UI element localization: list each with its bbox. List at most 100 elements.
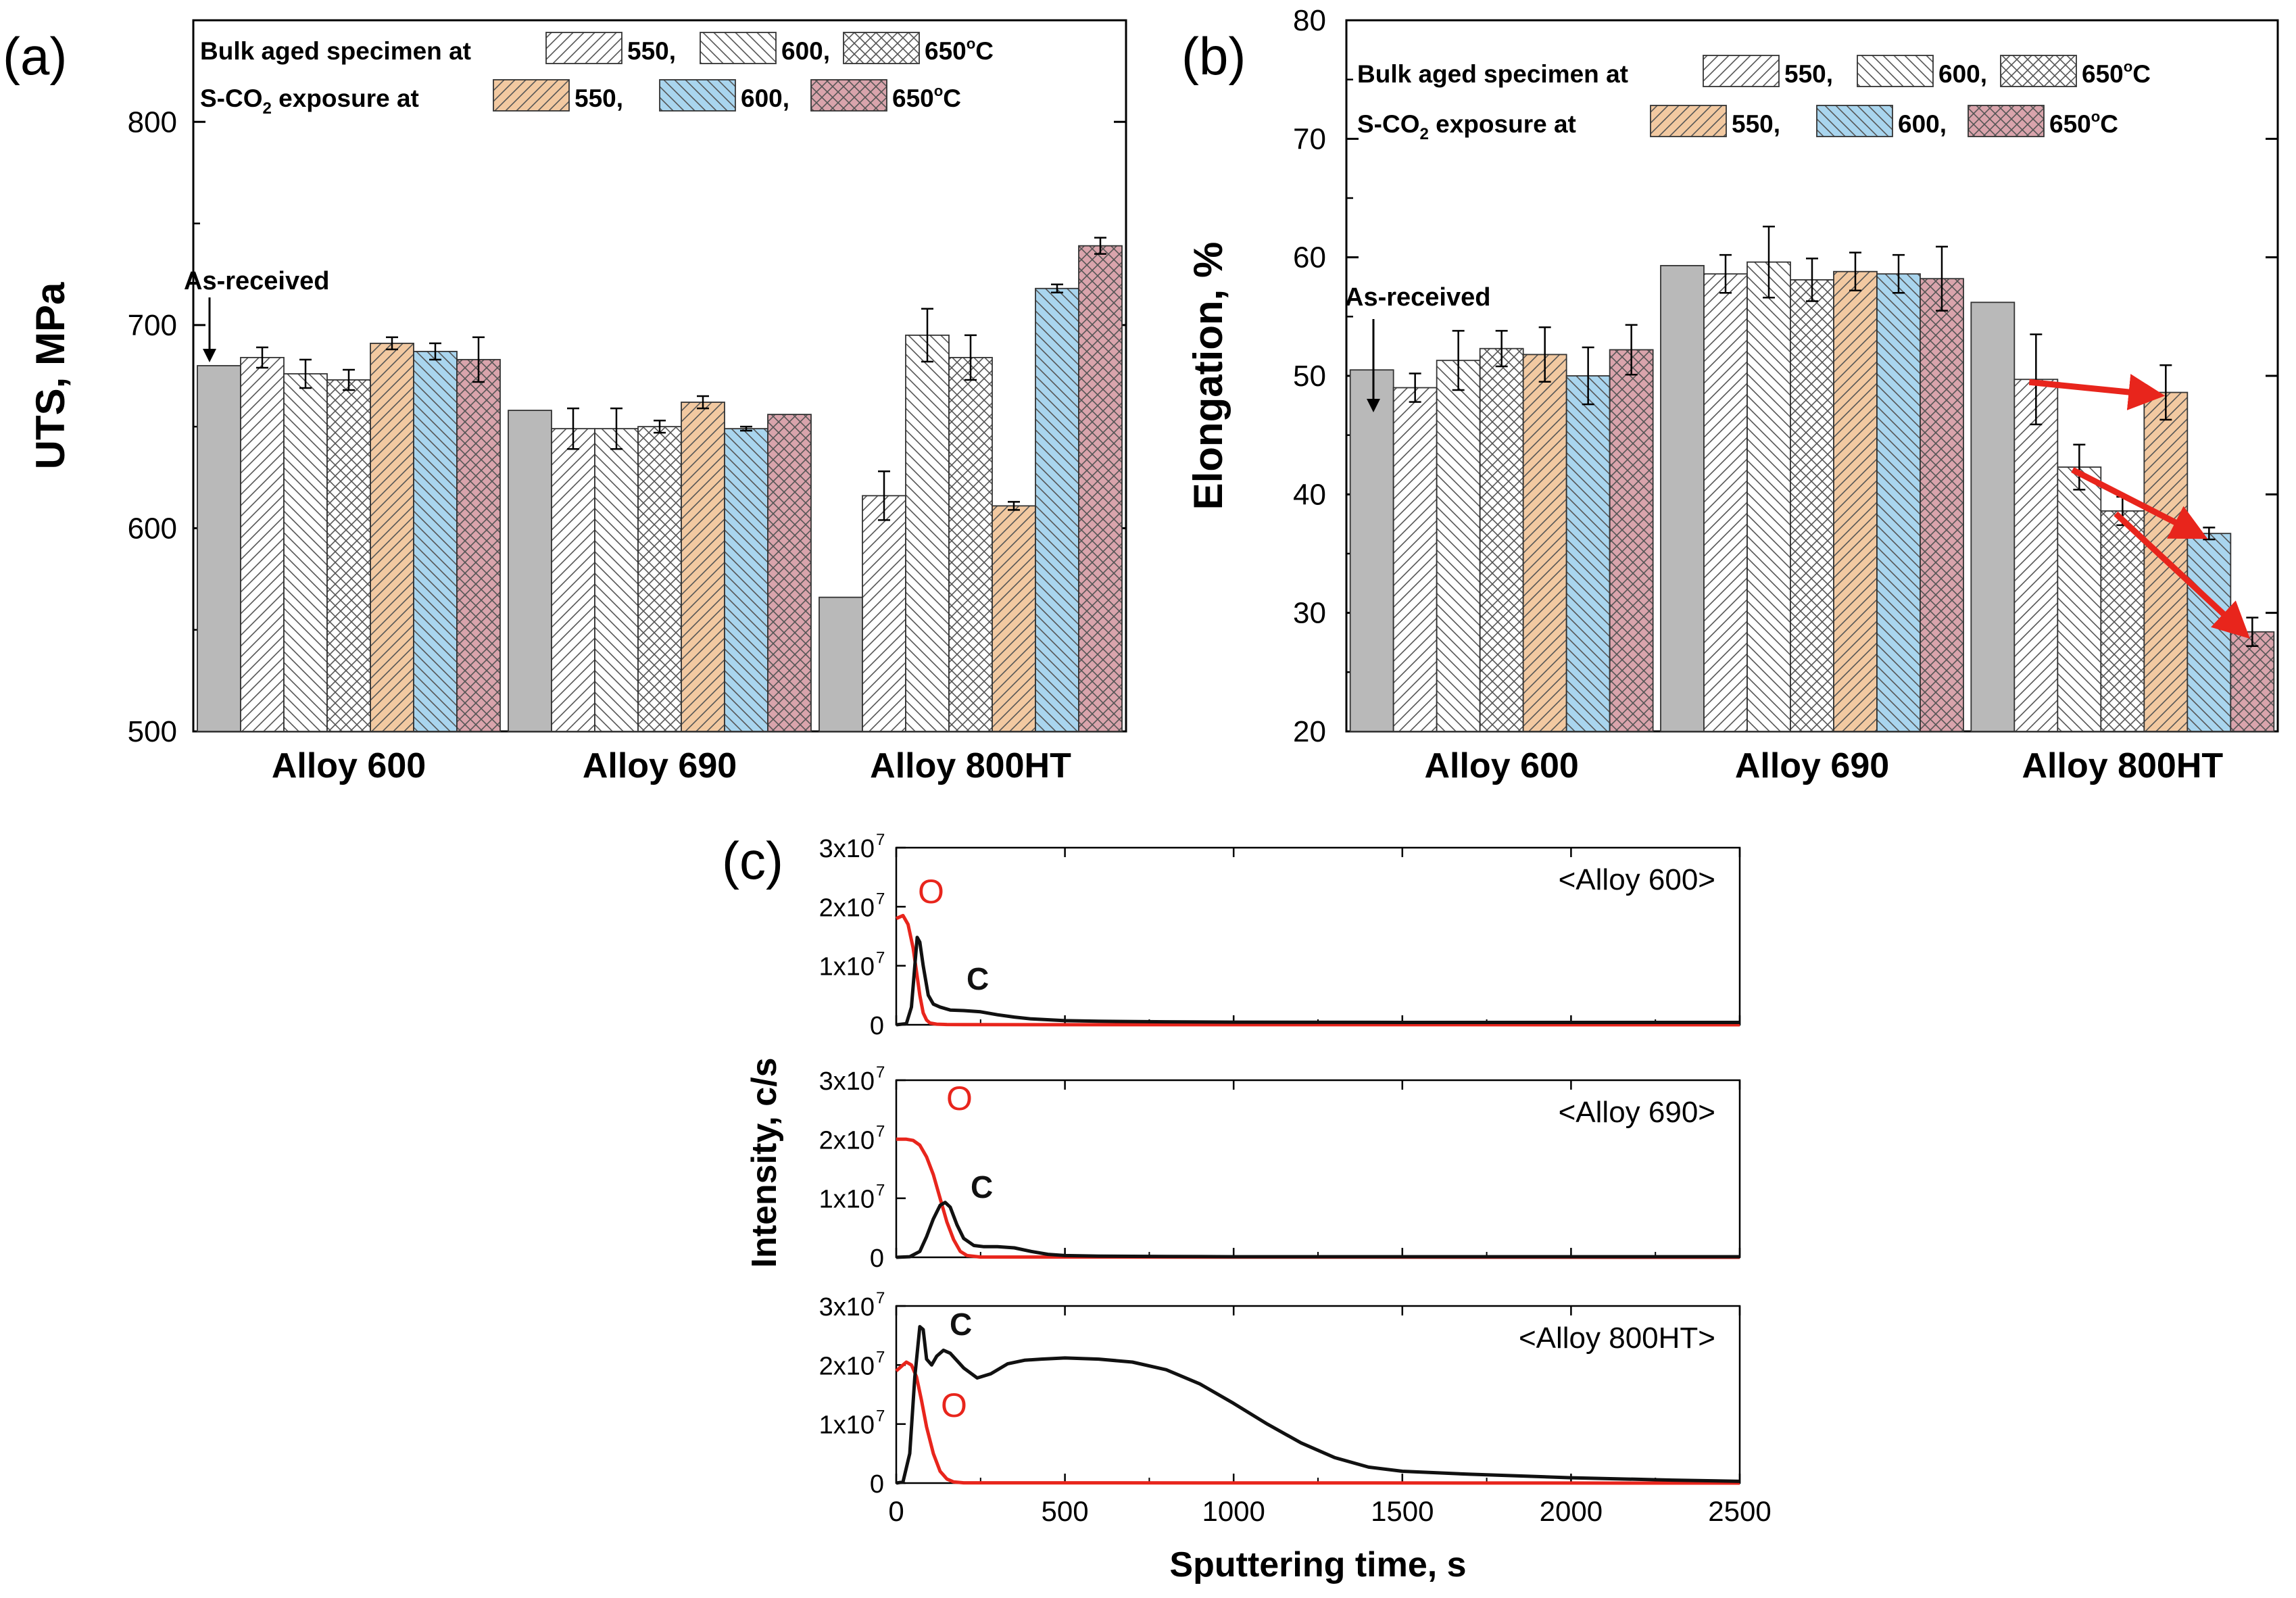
legend-bulk-650: 650oC xyxy=(925,35,994,65)
y-tick-exponent: 7 xyxy=(876,1122,885,1140)
bar-as-received xyxy=(197,365,241,732)
series-C xyxy=(896,1325,1740,1485)
series-label-O: O xyxy=(946,1080,973,1117)
legend-bulk-600: 600, xyxy=(1938,60,1987,88)
bar-as-received xyxy=(1660,265,1705,732)
legend-bulk-label: Bulk aged specimen at xyxy=(1357,60,1628,88)
y-tick-label: 50 xyxy=(1293,360,1326,393)
bar-bulk-600 xyxy=(905,334,950,732)
subscript: 2 xyxy=(263,99,272,118)
series-O xyxy=(895,1360,1740,1485)
plot-frame xyxy=(895,1305,1741,1484)
y-axis-label: UTS, MPa xyxy=(28,282,73,469)
legend-sco2-label: S-CO2 exposure at xyxy=(1357,110,1576,143)
series-C xyxy=(896,936,1740,1027)
bar-panel-b: (b) 20 30 40 50 60 70 80 Elongation, % Alloy 600 A… xyxy=(1181,4,2279,785)
trend-arrow xyxy=(2028,374,2166,410)
legend-sco2-550: 550, xyxy=(1732,110,1780,138)
bar-bulk-550 xyxy=(240,357,285,732)
y-tick-exponent: 7 xyxy=(876,1063,885,1082)
panel-label: (b) xyxy=(1181,26,1246,86)
legend-bulk-label: Bulk aged specimen at xyxy=(200,37,471,65)
bar-sco2-650 xyxy=(1078,245,1123,732)
y-tick-label: 60 xyxy=(1293,241,1326,274)
bar-as-received xyxy=(508,410,552,732)
y-tick-label: 500 xyxy=(128,715,177,748)
unit: C xyxy=(2100,110,2118,138)
x-category-label: Alloy 800HT xyxy=(870,746,1071,785)
bar-bulk-650 xyxy=(1479,347,1524,732)
bar-as-received xyxy=(1970,301,2016,732)
bar-bulk-650 xyxy=(1790,279,1834,732)
legend-sco2-650: 650oC xyxy=(892,82,961,112)
bar-sco2-600 xyxy=(2187,533,2232,732)
legend-sco2-550: 550, xyxy=(575,84,623,112)
x-tick-label: 1500 xyxy=(1371,1495,1434,1527)
bar-bulk-600 xyxy=(1747,261,1791,732)
legend-swatch-bulk-600 xyxy=(700,32,777,64)
y-tick-label: 3x10 xyxy=(819,835,875,863)
y-tick-exponent: 7 xyxy=(876,890,885,908)
x-tick-label: 2000 xyxy=(1540,1495,1603,1527)
legend-swatch-bulk-550 xyxy=(1703,55,1780,87)
legend-bulk-650: 650oC xyxy=(2082,58,2151,88)
y-tick-label: 70 xyxy=(1293,122,1326,155)
legend-swatch-sco2-650 xyxy=(1968,105,2045,137)
x-tick-label: 1000 xyxy=(1202,1495,1265,1527)
bar-bulk-550 xyxy=(1392,387,1438,732)
bar-sco2-600 xyxy=(1876,273,1921,732)
bar-sco2-550 xyxy=(681,402,725,732)
bar-as-received xyxy=(819,596,863,732)
y-tick-label: 700 xyxy=(128,309,177,342)
legend-swatch-sco2-550 xyxy=(493,79,570,112)
bar-bulk-600 xyxy=(1436,360,1481,732)
series-C xyxy=(896,1201,1740,1259)
y-tick-label: 0 xyxy=(870,1012,884,1040)
y-tick-label: 40 xyxy=(1293,478,1326,511)
y-tick-label: 2x10 xyxy=(819,1126,875,1155)
x-category-label: Alloy 600 xyxy=(272,746,426,785)
series-label-C: C xyxy=(950,1307,972,1342)
x-axis-label: Sputtering time, s xyxy=(1169,1545,1466,1584)
x-tick-label: 500 xyxy=(1042,1495,1089,1527)
legend-swatch-sco2-600 xyxy=(1816,105,1893,137)
bar-bulk-550 xyxy=(551,428,595,732)
series-label-O: O xyxy=(941,1386,967,1424)
bar-bulk-550 xyxy=(1703,273,1748,732)
y-tick-exponent: 7 xyxy=(876,1348,885,1366)
y-tick-label: 2x10 xyxy=(819,894,875,922)
legend-swatch-bulk-650 xyxy=(843,32,920,64)
bar-sco2-650 xyxy=(1609,349,1654,732)
subscript: 2 xyxy=(1420,125,1429,143)
bar-sco2-550 xyxy=(1833,270,1878,732)
y-tick-label: 30 xyxy=(1293,597,1326,630)
degree-sup: o xyxy=(934,82,944,99)
x-category-label: Alloy 690 xyxy=(583,746,737,785)
series-label-C: C xyxy=(971,1169,993,1205)
as-received-label: As-received xyxy=(184,267,329,295)
y-tick-label: 80 xyxy=(1293,4,1326,37)
bar-bulk-650 xyxy=(637,426,682,732)
subplot-title: <Alloy 690> xyxy=(1559,1096,1715,1129)
legend-sco2-rest: exposure at xyxy=(272,84,419,112)
bar-as-received xyxy=(1349,369,1394,732)
x-tick-label: 2500 xyxy=(1708,1495,1771,1527)
bar-sco2-600 xyxy=(724,428,768,732)
degree-sup: o xyxy=(967,35,976,52)
y-tick-exponent: 7 xyxy=(876,1182,885,1200)
y-tick-exponent: 7 xyxy=(876,949,885,967)
legend-bulk-550: 550, xyxy=(627,37,676,65)
y-tick-label: 3x10 xyxy=(819,1067,875,1096)
y-tick-label: 800 xyxy=(128,105,177,139)
y-tick-label: 0 xyxy=(870,1244,884,1273)
trend-arrow xyxy=(2071,467,2208,539)
legend-sco2-600: 600, xyxy=(741,84,789,112)
y-tick-label: 1x10 xyxy=(819,953,875,982)
y-tick-label: 1x10 xyxy=(819,1186,875,1214)
series-label-C: C xyxy=(967,961,989,996)
plot-frame xyxy=(895,1079,1741,1259)
bar-sco2-550 xyxy=(992,505,1036,732)
subplot-title: <Alloy 600> xyxy=(1559,863,1715,896)
